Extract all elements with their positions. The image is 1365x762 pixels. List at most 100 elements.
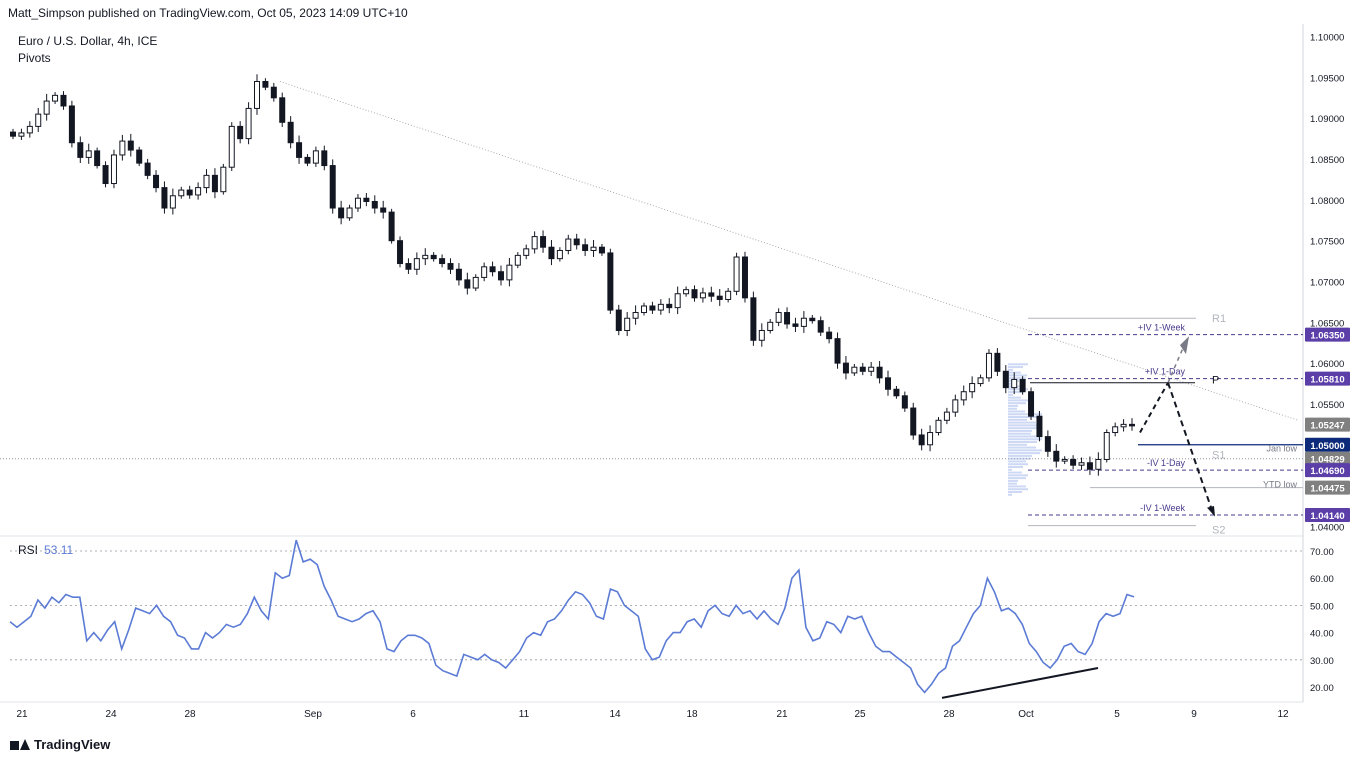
price-tick-label: 1.08500	[1310, 155, 1344, 166]
rsi-tick-label: 20.00	[1310, 683, 1334, 694]
candle-body	[556, 249, 563, 260]
time-tick-label: 28	[943, 709, 955, 720]
candle-body	[851, 366, 858, 374]
price-tick-label: 1.08000	[1310, 196, 1344, 207]
candle-body	[876, 366, 883, 379]
candle-body	[397, 240, 404, 265]
candle-body	[413, 258, 420, 270]
candle-body	[422, 254, 429, 260]
level-label-p: P	[1212, 375, 1219, 387]
candle-body	[767, 321, 774, 331]
candle-body	[666, 303, 673, 309]
time-tick-label: 21	[776, 709, 788, 720]
volume-profile-bar	[1008, 460, 1026, 463]
candle-body	[186, 189, 193, 196]
tradingview-logo[interactable]: TradingView	[10, 737, 110, 752]
candle-body	[901, 395, 908, 409]
candle-body	[119, 140, 126, 156]
candle-body	[1103, 432, 1110, 460]
candle-body	[447, 263, 454, 270]
candle-body	[615, 309, 622, 331]
indicator-legend[interactable]: Pivots	[18, 51, 51, 65]
volume-profile-bar	[1008, 432, 1031, 435]
candle-body	[472, 276, 479, 289]
candle-body	[195, 187, 202, 196]
candle-body	[18, 132, 25, 137]
candle-body	[910, 407, 917, 436]
candle-body	[262, 80, 269, 88]
candle-body	[439, 258, 446, 265]
volume-profile-bar	[1008, 377, 1026, 380]
candle-body	[548, 246, 555, 260]
candle-body	[26, 125, 33, 134]
projection-up-leg	[1139, 382, 1169, 434]
price-tag-text-ytd-low: 1.04475	[1310, 484, 1345, 495]
time-tick-label: 25	[854, 709, 866, 720]
candle-body	[674, 293, 681, 309]
candle-body	[220, 166, 227, 193]
price-tag-jan-low	[1305, 451, 1350, 466]
time-tick-label: 9	[1191, 709, 1197, 720]
price-tag-text--iv-1-week: 1.04140	[1310, 511, 1344, 522]
tradingview-icon	[10, 738, 30, 751]
candle-body	[885, 377, 892, 390]
volume-profile-bar	[1008, 452, 1040, 455]
volume-profile-bar	[1008, 449, 1042, 452]
candle-body	[35, 113, 42, 127]
candle-body	[918, 434, 925, 446]
symbol-legend[interactable]: Euro / U.S. Dollar, 4h, ICE	[18, 34, 158, 48]
volume-profile-bar	[1008, 374, 1027, 377]
price-tag--iv-1-week	[1305, 507, 1350, 522]
level-label-s1: S1	[1212, 449, 1225, 461]
candle-body	[253, 80, 260, 109]
candle-body	[716, 295, 723, 300]
candle-body	[279, 97, 286, 123]
price-tick-label: 1.10000	[1310, 33, 1344, 44]
volume-profile-bar	[1008, 468, 1012, 471]
candle-body	[237, 125, 244, 140]
price-tag-text--iv-1-week: 1.06350	[1310, 331, 1344, 342]
price-tick-label: 1.09000	[1310, 114, 1344, 125]
volume-profile-bar	[1008, 446, 1036, 449]
candle-body	[935, 419, 942, 434]
price-tick-label: 1.06000	[1310, 359, 1344, 370]
price-tick-label: 1.05500	[1310, 400, 1344, 411]
volume-profile-bar	[1008, 424, 1042, 427]
rsi-legend[interactable]: RSI 53.11	[18, 543, 73, 557]
candle-body	[1011, 378, 1018, 389]
candle-body	[927, 432, 934, 446]
rsi-tick-label: 30.00	[1310, 656, 1334, 667]
candle-body	[1036, 415, 1043, 438]
candle-body	[952, 399, 959, 413]
price-tag-ytd-low	[1305, 480, 1350, 495]
volume-profile-bar	[1008, 457, 1031, 460]
candle-body	[110, 154, 117, 185]
candle-body	[270, 86, 277, 99]
candle-body	[657, 303, 664, 311]
candle-body	[1070, 458, 1077, 466]
candle-body	[598, 246, 605, 254]
volume-profile-bar	[1008, 404, 1018, 407]
trendline	[279, 81, 1299, 421]
price-tick-label: 1.07000	[1310, 278, 1344, 289]
price-tag-1-05000	[1305, 437, 1350, 452]
candle-body	[859, 366, 866, 372]
candle-body	[1002, 370, 1009, 389]
candle-body	[161, 187, 168, 209]
rsi-tick-label: 50.00	[1310, 601, 1334, 612]
time-tick-label: Oct	[1018, 709, 1034, 720]
candle-body	[178, 189, 185, 197]
candle-body	[321, 150, 328, 167]
candle-body	[582, 244, 589, 251]
candle-body	[228, 125, 235, 168]
rsi-line	[9, 539, 1135, 694]
candle-body	[464, 279, 471, 289]
candle-body	[969, 383, 976, 393]
candle-body	[809, 317, 816, 322]
level-label-s2: S2	[1212, 525, 1225, 537]
candle-body	[523, 248, 530, 256]
candle-body	[691, 289, 698, 299]
time-tick-label: 18	[686, 709, 698, 720]
candle-body	[1028, 391, 1035, 417]
